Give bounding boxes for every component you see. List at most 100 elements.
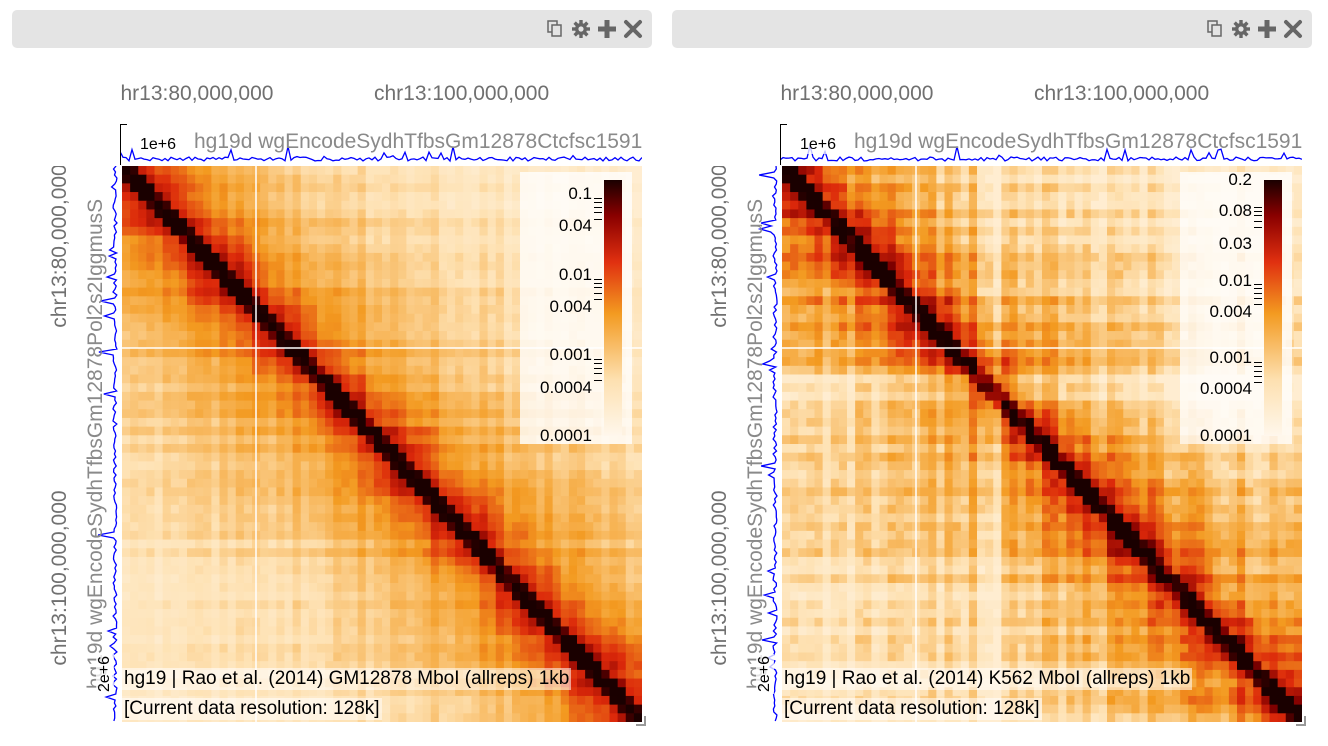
copy-icon[interactable]	[544, 17, 566, 41]
left-axis-tick: chr13:80,000,000	[708, 166, 731, 328]
top-axis-tick: chr13:100,000,000	[1034, 82, 1210, 105]
colorbar-label: 0.03	[1218, 233, 1252, 253]
colorbar-tick	[1254, 210, 1262, 212]
left-track-scale: 2e+6	[756, 653, 774, 694]
top-track-name: hg19d wgEncodeSydhTfbsGm12878Ctcfsc15914	[194, 130, 642, 153]
close-icon[interactable]	[622, 17, 644, 41]
view-header	[672, 10, 1312, 48]
colorbar-tick	[1254, 288, 1262, 290]
colorbar-tick	[1254, 370, 1262, 372]
colorbar-label: 0.01	[558, 264, 592, 284]
left-track[interactable]: hg19d wgEncodeSydhTfbsGm12878Pol2s2Iggmu…	[742, 166, 782, 722]
colorbar-tick	[1254, 206, 1262, 208]
left-track-scale: 2e+6	[96, 653, 114, 694]
left-axis-tick: chr13:100,000,000	[48, 490, 71, 666]
colorbar-label: 0.08	[1218, 200, 1252, 220]
left-track-line	[97, 166, 119, 722]
colorbar-tick	[1254, 375, 1262, 377]
colorbar-label: 0.004	[1209, 301, 1252, 321]
colorbar-tick	[594, 367, 602, 369]
colorbar-label: 0.1	[568, 184, 592, 204]
heatmap-resolution: [Current data resolution: 128k]	[122, 698, 382, 720]
top-track-line	[780, 145, 1302, 163]
heatmap[interactable]: 0.1 0.04 0.01 0.004 0.001 0.0004 0.0001 hg19 |…	[122, 166, 642, 722]
colorbar-tick	[1254, 292, 1262, 294]
left-track-name: hg19d wgEncodeSydhTfbsGm12878Pol2s2Iggmu…	[744, 198, 767, 690]
colorbar-tick	[1254, 215, 1262, 217]
view-gm12878: chr13:80,000,000 chr13:100,000,000 hg19d…	[0, 0, 660, 746]
colorbar-tick	[1254, 304, 1262, 306]
top-axis-tick: chr13:100,000,000	[374, 82, 550, 105]
colorbar-tick	[594, 197, 602, 199]
colorbar-tick	[594, 379, 602, 381]
heatmap-resolution: [Current data resolution: 128k]	[782, 698, 1042, 720]
colorbar-tick	[594, 299, 602, 301]
colorbar-tick	[594, 218, 602, 220]
colorbar-tick	[1254, 226, 1262, 228]
top-track[interactable]: hg19d wgEncodeSydhTfbsGm12878Ctcfsc15914…	[120, 124, 642, 166]
plus-icon[interactable]	[596, 17, 618, 41]
colorbar-label: 0.01	[1218, 270, 1252, 290]
colorbar-label: 0.004	[549, 296, 592, 316]
left-axis-tick: chr13:100,000,000	[708, 490, 731, 666]
gear-icon[interactable]	[570, 17, 592, 41]
colorbar-label: 0.04	[558, 216, 592, 236]
colorbar-label: 0.0001	[540, 426, 592, 445]
colorbar-label: 0.2	[1228, 170, 1252, 189]
copy-icon[interactable]	[1204, 17, 1226, 41]
colorbar-tick	[594, 359, 602, 361]
colorbar-legend: 0.2 0.08 0.03 0.01 0.004 0.001 0.0004 0.0001	[1180, 170, 1292, 445]
top-axis: chr13:80,000,000 chr13:100,000,000	[120, 82, 642, 110]
heatmap-name: hg19 | Rao et al. (2014) K562 MboI (allr…	[782, 668, 1193, 690]
heatmap-name: hg19 | Rao et al. (2014) GM12878 MboI (a…	[122, 668, 572, 690]
top-track-line	[120, 146, 642, 163]
gear-icon[interactable]	[1230, 17, 1252, 41]
left-axis-tick: chr13:80,000,000	[48, 166, 71, 328]
plus-icon[interactable]	[1256, 17, 1278, 41]
colorbar-tick	[1254, 284, 1262, 286]
colorbar-gradient	[1264, 180, 1282, 436]
view-header	[12, 10, 652, 48]
colorbar-tick	[594, 212, 602, 214]
colorbar-label: 0.001	[549, 345, 592, 365]
left-track-name: hg19d wgEncodeSydhTfbsGm12878Pol2s2Iggmu…	[84, 198, 107, 690]
colorbar-label: 0.0004	[540, 377, 592, 397]
colorbar-tick	[594, 373, 602, 375]
top-axis-tick: chr13:80,000,000	[780, 82, 934, 105]
top-axis-tick: chr13:80,000,000	[120, 82, 274, 105]
colorbar-label: 0.0001	[1200, 426, 1252, 445]
colorbar-label: 0.001	[1209, 348, 1252, 368]
heatmap-canvas	[782, 166, 1302, 722]
resize-handle[interactable]	[636, 716, 646, 726]
colorbar-tick	[1254, 381, 1262, 383]
heatmap[interactable]: 0.2 0.08 0.03 0.01 0.004 0.001 0.0004 0.0001 hg…	[782, 166, 1302, 722]
colorbar-tick	[594, 292, 602, 294]
left-track[interactable]: hg19d wgEncodeSydhTfbsGm12878Pol2s2Iggmu…	[82, 166, 122, 722]
colorbar-tick	[594, 202, 602, 203]
left-track-line	[757, 166, 779, 722]
colorbar-tick	[594, 282, 602, 284]
top-axis: chr13:80,000,000 chr13:100,000,000	[780, 82, 1302, 110]
colorbar-tick	[594, 278, 602, 280]
left-axis: chr13:80,000,000 chr13:100,000,000	[694, 166, 748, 722]
colorbar-legend: 0.1 0.04 0.01 0.004 0.001 0.0004 0.0001	[520, 172, 632, 445]
colorbar-tick	[1254, 362, 1262, 363]
top-track-scale: 1e+6	[798, 136, 839, 154]
colorbar-tick	[1254, 298, 1262, 300]
view-k562: chr13:80,000,000 chr13:100,000,000 hg19d…	[660, 0, 1320, 746]
left-axis: chr13:80,000,000 chr13:100,000,000	[34, 166, 88, 722]
top-track-name: hg19d wgEncodeSydhTfbsGm12878Ctcfsc15914	[854, 130, 1302, 153]
top-track-scale-bracket	[120, 124, 127, 165]
top-track-scale-bracket	[780, 124, 787, 165]
colorbar-tick	[1254, 366, 1262, 367]
colorbar-tick	[594, 206, 602, 208]
top-track-scale: 1e+6	[138, 136, 179, 154]
close-icon[interactable]	[1282, 17, 1304, 41]
resize-handle[interactable]	[1296, 716, 1306, 726]
colorbar-tick	[594, 363, 602, 365]
colorbar-gradient	[604, 180, 622, 436]
colorbar-tick	[594, 287, 602, 289]
top-track[interactable]: hg19d wgEncodeSydhTfbsGm12878Ctcfsc15914…	[780, 124, 1302, 166]
colorbar-label: 0.0004	[1200, 379, 1252, 399]
colorbar-tick	[1254, 220, 1262, 222]
